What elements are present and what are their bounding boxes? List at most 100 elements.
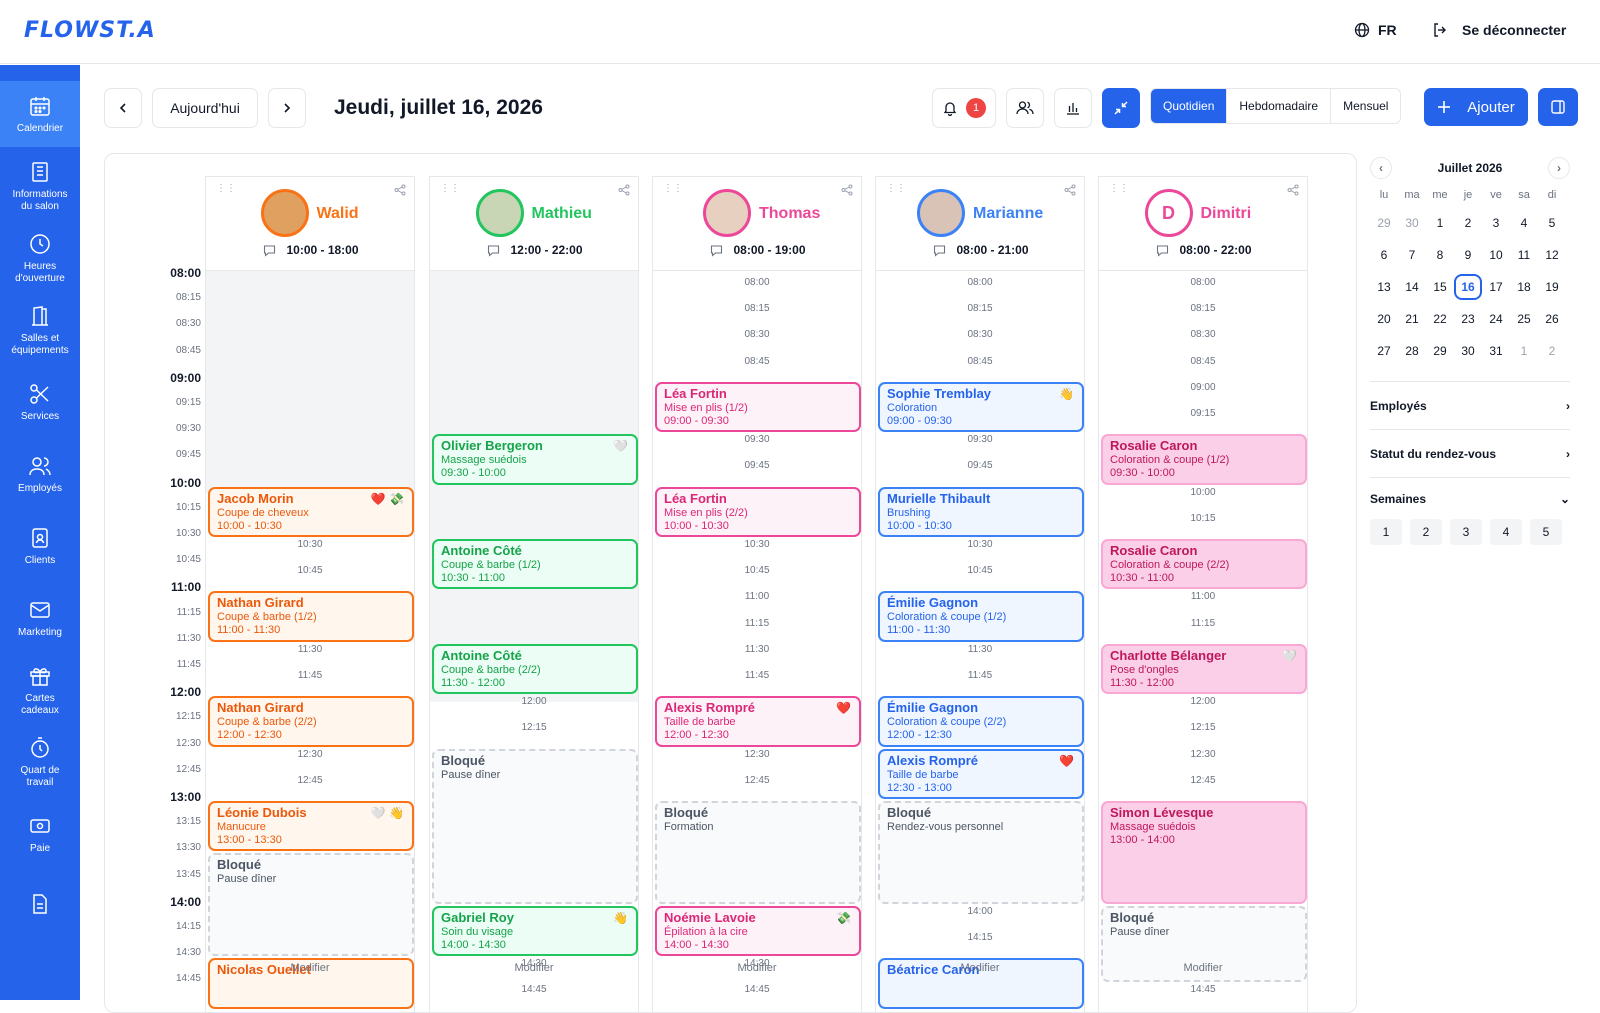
sidebar-item-clock[interactable]: Heures d'ouverture: [0, 225, 80, 291]
mini-calendar-day[interactable]: 30: [1405, 216, 1419, 230]
sidebar-item-door[interactable]: Salles et équipements: [0, 297, 80, 363]
mini-calendar-day[interactable]: 12: [1545, 248, 1559, 262]
appointment-card[interactable]: Gabriel Roy Soin du visage 14:00 - 14:30 👋: [432, 905, 638, 957]
time-slot[interactable]: 09:15: [1190, 408, 1216, 419]
time-slot[interactable]: 10:00: [1190, 486, 1216, 498]
blocked-slot[interactable]: Bloqué Rendez-vous personnel: [878, 801, 1084, 904]
today-button[interactable]: Aujourd'hui: [152, 88, 258, 128]
blocked-slot[interactable]: Bloqué Pause dîner: [208, 853, 414, 957]
sidebar-item-scissors[interactable]: Services: [0, 369, 80, 435]
appointment-card[interactable]: Alexis Rompré Taille de barbe 12:30 - 13:0…: [878, 748, 1084, 799]
weeks-filter[interactable]: Semaines ⌄: [1370, 477, 1570, 519]
time-slot[interactable]: 08:45: [1190, 355, 1216, 367]
time-slot[interactable]: 10:45: [744, 565, 770, 577]
toggle-panel-button[interactable]: [1538, 88, 1578, 126]
time-slot[interactable]: 09:00: [1190, 381, 1216, 393]
drag-handle-icon[interactable]: ⋮⋮: [440, 183, 460, 194]
time-slot[interactable]: 08:30: [967, 329, 993, 341]
mini-calendar-day[interactable]: 29: [1433, 344, 1447, 358]
add-button[interactable]: Ajouter: [1424, 88, 1528, 126]
appointment-card[interactable]: Nathan Girard Coupe & barbe (2/2) 12:00 - …: [208, 696, 414, 747]
time-slot[interactable]: 12:30: [297, 748, 323, 760]
appointment-card[interactable]: Nathan Girard Coupe & barbe (1/2) 11:00 - …: [208, 591, 414, 642]
sidebar-item-document[interactable]: [0, 873, 80, 939]
share-icon[interactable]: [618, 183, 630, 201]
time-slot[interactable]: 08:45: [744, 355, 770, 367]
time-slot[interactable]: 08:15: [1190, 303, 1216, 315]
time-slot[interactable]: 11:45: [967, 670, 993, 681]
status-filter[interactable]: Statut du rendez-vous ›: [1370, 429, 1570, 477]
time-slot[interactable]: 14:45: [521, 984, 547, 996]
sidebar-item-gift[interactable]: Cartes cadeaux: [0, 657, 80, 723]
language-switcher[interactable]: FR: [1354, 22, 1397, 38]
modify-link[interactable]: Modifier: [960, 962, 1000, 974]
time-slot[interactable]: 14:00: [967, 905, 993, 917]
appointment-card[interactable]: Émilie Gagnon Coloration & coupe (1/2) 11:…: [878, 591, 1084, 642]
mini-calendar-day[interactable]: 3: [1492, 216, 1500, 230]
time-slot[interactable]: 08:00: [744, 277, 770, 288]
time-slot[interactable]: 11:15: [744, 617, 770, 629]
mini-calendar-day[interactable]: 13: [1377, 280, 1391, 294]
time-slot[interactable]: 12:45: [297, 774, 323, 786]
mini-calendar-day[interactable]: 29: [1377, 216, 1391, 230]
staff-filter-button[interactable]: [1006, 88, 1044, 128]
time-slot[interactable]: 08:00: [1190, 277, 1216, 288]
week-button[interactable]: 4: [1490, 519, 1522, 545]
mini-calendar-day[interactable]: 9: [1464, 248, 1472, 262]
sidebar-item-users[interactable]: Employés: [0, 441, 80, 507]
time-slot[interactable]: 08:15: [967, 303, 993, 315]
time-slot[interactable]: 11:45: [744, 670, 770, 681]
employee-avatar[interactable]: [475, 189, 524, 237]
mini-calendar-day[interactable]: 1: [1520, 344, 1528, 358]
sidebar-item-building[interactable]: Informations du salon: [0, 153, 80, 219]
time-slot[interactable]: 12:45: [1190, 774, 1216, 786]
mini-calendar-day[interactable]: 11: [1517, 248, 1531, 262]
appointment-card[interactable]: Jacob Morin Coupe de cheveux 10:00 - 10:30…: [208, 486, 414, 537]
next-day-button[interactable]: [268, 88, 306, 128]
mini-calendar-day[interactable]: 7: [1408, 248, 1416, 262]
time-slot[interactable]: 11:30: [297, 643, 323, 655]
mini-calendar-day[interactable]: 24: [1489, 312, 1503, 326]
blocked-slot[interactable]: Bloqué Formation: [655, 801, 861, 904]
time-slot[interactable]: 12:00: [1190, 696, 1216, 708]
mini-calendar-day[interactable]: 18: [1517, 280, 1531, 294]
mini-calendar-day[interactable]: 21: [1405, 312, 1419, 326]
mini-calendar-day[interactable]: 1: [1436, 216, 1444, 230]
time-slot[interactable]: 09:45: [744, 460, 770, 472]
appointment-card[interactable]: Simon Lévesque Massage suédois 13:00 - 14:…: [1101, 801, 1307, 904]
mini-calendar-day[interactable]: 4: [1520, 216, 1528, 230]
mini-calendar-day[interactable]: 23: [1461, 312, 1475, 326]
sidebar-item-stopwatch[interactable]: Quart de travail: [0, 729, 80, 795]
mini-calendar-day[interactable]: 27: [1377, 344, 1391, 358]
week-button[interactable]: 5: [1530, 519, 1562, 545]
collapse-button[interactable]: [1102, 88, 1140, 128]
share-icon[interactable]: [1064, 183, 1076, 201]
prev-month-button[interactable]: ‹: [1370, 157, 1392, 179]
time-slot[interactable]: 08:30: [1190, 329, 1216, 341]
notifications-button[interactable]: 1: [932, 88, 996, 128]
appointment-card[interactable]: Sophie Tremblay Coloration 09:00 - 09:30 👋: [878, 381, 1084, 433]
mini-calendar-day[interactable]: 8: [1436, 248, 1444, 262]
time-slot[interactable]: 12:45: [744, 774, 770, 786]
mini-calendar-day[interactable]: 30: [1461, 344, 1475, 358]
employee-avatar[interactable]: [703, 189, 751, 237]
next-month-button[interactable]: ›: [1548, 157, 1570, 179]
stats-button[interactable]: [1054, 88, 1092, 128]
time-slot[interactable]: 12:15: [1190, 722, 1216, 734]
week-button[interactable]: 2: [1410, 519, 1442, 545]
time-slot[interactable]: 09:30: [967, 434, 993, 446]
appointment-card[interactable]: Léonie Dubois Manucure 13:00 - 13:30 🤍 👋: [208, 801, 414, 852]
time-slot[interactable]: 14:15: [967, 932, 993, 943]
employee-avatar[interactable]: D: [1144, 189, 1193, 237]
share-icon[interactable]: [1287, 183, 1299, 201]
mini-calendar-day[interactable]: 16: [1454, 274, 1482, 300]
blocked-slot[interactable]: Bloqué Pause dîner: [1101, 905, 1307, 983]
week-button[interactable]: 1: [1370, 519, 1402, 545]
employee-avatar[interactable]: [260, 189, 309, 237]
drag-handle-icon[interactable]: ⋮⋮: [216, 183, 236, 194]
mini-calendar-day[interactable]: 19: [1545, 280, 1559, 294]
appointment-card[interactable]: Rosalie Caron Coloration & coupe (2/2) 10:…: [1101, 539, 1307, 590]
time-slot[interactable]: 11:30: [967, 643, 993, 655]
modify-link[interactable]: Modifier: [737, 962, 777, 974]
view-weekly-button[interactable]: Hebdomadaire: [1226, 89, 1330, 123]
